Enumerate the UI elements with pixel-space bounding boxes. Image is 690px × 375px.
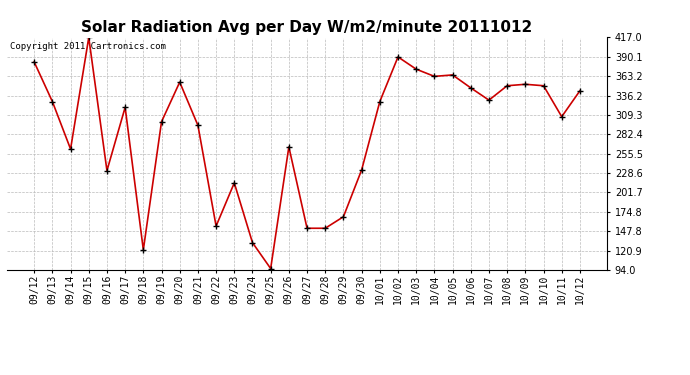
Text: Copyright 2011 Cartronics.com: Copyright 2011 Cartronics.com [10, 42, 166, 51]
Title: Solar Radiation Avg per Day W/m2/minute 20111012: Solar Radiation Avg per Day W/m2/minute … [81, 20, 533, 35]
